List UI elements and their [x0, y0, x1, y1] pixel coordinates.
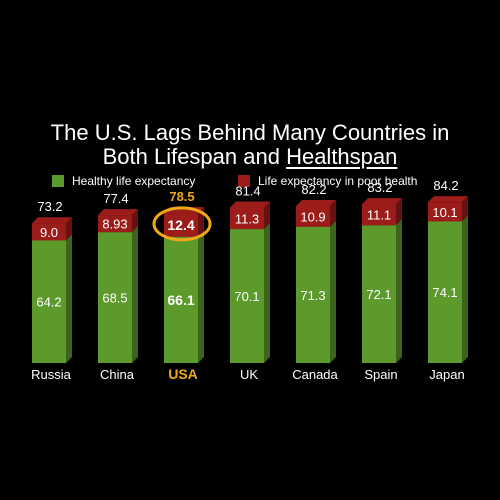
bar-poor-health-russia-side [66, 217, 72, 241]
chart-title-underlined: Healthspan [286, 144, 398, 169]
bar-poor-health-japan-top [428, 196, 468, 203]
bar-healthy-usa [164, 236, 198, 363]
data-label-healthy-canada: 71.3 [300, 288, 325, 303]
highlight-ellipse-usa [152, 206, 212, 242]
bar-poor-health-usa [164, 213, 198, 237]
chart-legend: Healthy life expectancy Life expectancy … [0, 174, 500, 190]
bar-poor-health-spain [362, 204, 396, 226]
bar-poor-health-japan [428, 202, 462, 222]
bar-poor-health-spain-top [362, 198, 402, 205]
data-label-poor-health-usa: 12.4 [167, 217, 194, 233]
data-label-poor-health-russia: 9.0 [40, 225, 58, 240]
total-label-russia: 73.2 [37, 199, 62, 214]
bar-healthy-japan [428, 221, 462, 363]
bar-healthy-spain-side [396, 219, 402, 363]
bar-poor-health-spain-side [396, 198, 402, 226]
x-tick-label-uk: UK [240, 367, 258, 382]
data-label-healthy-china: 68.5 [102, 291, 127, 306]
chart-title-line-2: Both Lifespan and Healthspan [0, 145, 500, 169]
bar-poor-health-canada [296, 205, 330, 227]
total-label-spain: 83.2 [367, 180, 392, 195]
data-label-poor-health-spain: 11.1 [367, 208, 391, 223]
total-label-canada: 82.2 [301, 182, 326, 197]
legend-label-healthy: Healthy life expectancy [72, 174, 196, 188]
bar-poor-health-russia [32, 223, 66, 241]
chart-title-line-1: The U.S. Lags Behind Many Countries in [50, 120, 450, 145]
total-label-usa: 78.5 [169, 189, 194, 204]
bar-poor-health-uk [230, 207, 264, 230]
x-tick-label-china: China [100, 367, 135, 382]
data-label-healthy-russia: 64.2 [36, 295, 61, 310]
bar-healthy-russia [32, 240, 66, 363]
bar-poor-health-japan-side [462, 196, 468, 222]
total-label-china: 77.4 [103, 191, 128, 206]
bar-poor-health-china-side [132, 209, 138, 233]
bar-poor-health-uk-top [230, 201, 270, 208]
total-label-uk: 81.4 [235, 184, 260, 199]
legend-swatch-poor-health [238, 175, 250, 187]
bar-healthy-japan-side [462, 215, 468, 363]
data-label-poor-health-canada: 10.9 [300, 209, 325, 224]
total-label-japan: 84.2 [433, 178, 458, 193]
bar-healthy-canada [296, 226, 330, 363]
bar-poor-health-uk-side [264, 201, 270, 230]
legend-label-poor-health: Life expectancy in poor health [258, 174, 418, 188]
data-label-poor-health-uk: 11.3 [235, 211, 259, 226]
x-tick-label-japan: Japan [429, 367, 464, 382]
data-label-healthy-japan: 74.1 [432, 285, 457, 300]
bar-healthy-russia-side [66, 234, 72, 363]
bar-poor-health-china [98, 215, 132, 233]
legend-swatch-healthy [52, 175, 64, 187]
bar-poor-health-china-top [98, 209, 138, 216]
bar-healthy-usa-side [198, 230, 204, 363]
x-tick-label-usa: USA [168, 366, 198, 382]
bar-healthy-spain [362, 225, 396, 363]
bar-healthy-uk [230, 229, 264, 363]
bar-poor-health-russia-top [32, 217, 72, 224]
chart-title-prefix: Both Lifespan and [102, 144, 287, 169]
bar-healthy-china [98, 232, 132, 363]
x-tick-label-canada: Canada [292, 367, 338, 382]
data-label-healthy-usa: 66.1 [167, 292, 194, 308]
x-tick-label-spain: Spain [364, 367, 397, 382]
data-label-poor-health-china: 8.93 [102, 217, 127, 232]
bar-poor-health-canada-side [330, 199, 336, 227]
data-label-healthy-spain: 72.1 [366, 287, 391, 302]
bar-healthy-uk-side [264, 223, 270, 363]
bar-healthy-canada-side [330, 220, 336, 363]
bar-healthy-china-side [132, 226, 138, 363]
data-label-healthy-uk: 70.1 [234, 289, 259, 304]
x-tick-label-russia: Russia [31, 367, 72, 382]
data-label-poor-health-japan: 10.1 [432, 205, 457, 220]
bar-poor-health-canada-top [296, 199, 336, 206]
